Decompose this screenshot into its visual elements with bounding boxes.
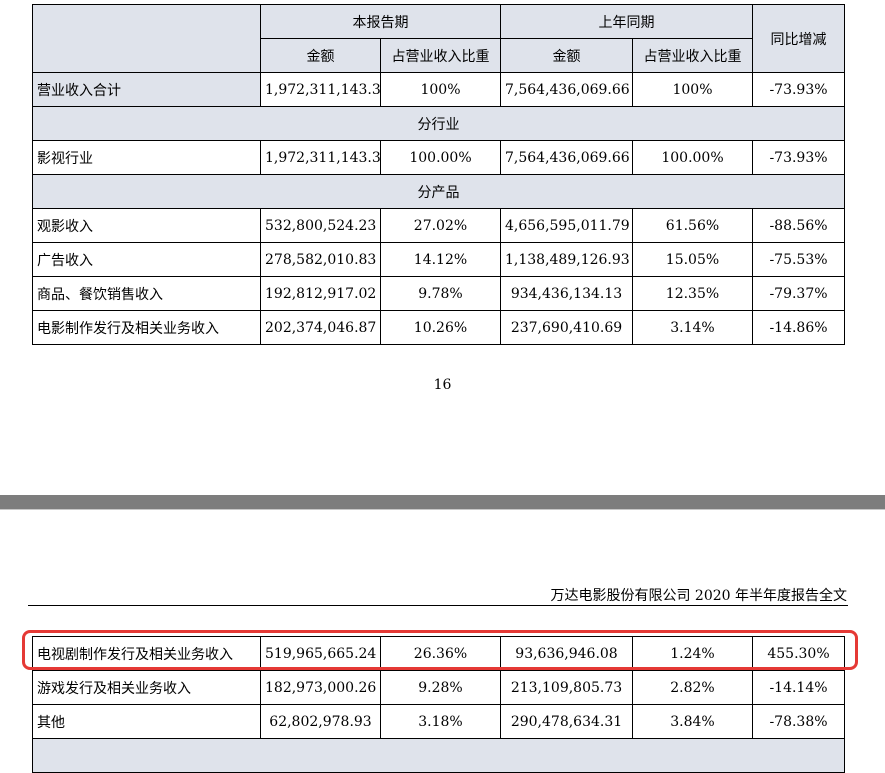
cell-yoy: -79.37% [752,276,845,311]
row-label: 广告收入 [32,242,261,277]
cell-ratio: 100.00% [632,140,753,175]
cell-yoy: -14.14% [752,670,845,705]
cell-amount: 192,812,917.02 [260,276,381,311]
cell-ratio: 61.56% [632,208,753,243]
cell-amount: 202,374,046.87 [260,310,381,345]
table-row: 营业收入合计 1,972,311,143.38 100% 7,564,436,0… [32,72,845,107]
table-next-row-partial [32,738,845,773]
page-header-title: 万达电影股份有限公司 2020 年半年度报告全文 [550,588,847,604]
cell-ratio: 3.84% [632,704,753,739]
cell-amount: 62,802,978.93 [260,704,381,739]
header-ratio: 占营业收入比重 [632,38,753,73]
cell-amount: 7,564,436,069.66 [500,72,633,107]
cell-amount: 237,690,410.69 [500,310,633,345]
cell-amount: 1,138,489,126.93 [500,242,633,277]
section-product: 分产品 [32,174,845,209]
table-row: 其他 62,802,978.93 3.18% 290,478,634.31 3.… [32,704,845,739]
cell-yoy: -73.93% [752,140,845,175]
header-yoy: 同比增减 [752,4,845,73]
cell-ratio: 2.82% [632,670,753,705]
cell-amount: 7,564,436,069.66 [500,140,633,175]
row-label: 其他 [32,704,261,739]
cell-amount: 93,636,946.08 [500,636,633,671]
cell-amount: 182,973,000.26 [260,670,381,705]
cell-amount: 278,582,010.83 [260,242,381,277]
page-number: 16 [433,377,452,393]
cell-amount: 532,800,524.23 [260,208,381,243]
row-label: 观影收入 [32,208,261,243]
cell-ratio: 9.78% [380,276,501,311]
revenue-table-top: 本报告期 上年同期 同比增减 金额 占营业收入比重 金额 占营业收入比重 营业收… [32,4,845,345]
page-header-rule [28,605,848,606]
cell-yoy: -88.56% [752,208,845,243]
section-industry: 分行业 [32,106,845,141]
cell-ratio: 9.28% [380,670,501,705]
cell-ratio: 15.05% [632,242,753,277]
cell-amount: 290,478,634.31 [500,704,633,739]
cell-amount: 1,972,311,143.38 [260,140,381,175]
cell-ratio: 10.26% [380,310,501,345]
header-current-period: 本报告期 [260,4,501,39]
row-label: 营业收入合计 [32,72,261,107]
cell-ratio: 3.14% [632,310,753,345]
cell-yoy: -73.93% [752,72,845,107]
row-label: 商品、餐饮销售收入 [32,276,261,311]
header-amount: 金额 [500,38,633,73]
row-label: 电影制作发行及相关业务收入 [32,310,261,345]
cell-amount: 519,965,665.24 [260,636,381,671]
table-row: 观影收入 532,800,524.23 27.02% 4,656,595,011… [32,208,845,243]
cell-amount: 1,972,311,143.38 [260,72,381,107]
header-ratio: 占营业收入比重 [380,38,501,73]
cell-ratio: 3.18% [380,704,501,739]
cell-ratio: 100% [380,72,501,107]
table-row: 电影制作发行及相关业务收入 202,374,046.87 10.26% 237,… [32,310,845,345]
cell-yoy: -75.53% [752,242,845,277]
highlight-annotation-box [22,630,858,670]
cell-ratio: 27.02% [380,208,501,243]
table-row: 广告收入 278,582,010.83 14.12% 1,138,489,126… [32,242,845,277]
cell-yoy: -78.38% [752,704,845,739]
cell-yoy: 455.30% [752,636,845,671]
header-blank [32,4,261,73]
cell-amount: 213,109,805.73 [500,670,633,705]
cell-ratio: 14.12% [380,242,501,277]
page-gap-edge [0,509,885,510]
table-row-highlighted: 电视剧制作发行及相关业务收入 519,965,665.24 26.36% 93,… [32,636,845,671]
header-amount: 金额 [260,38,381,73]
cell-ratio: 12.35% [632,276,753,311]
table-row: 游戏发行及相关业务收入 182,973,000.26 9.28% 213,109… [32,670,845,705]
table-row: 影视行业 1,972,311,143.38 100.00% 7,564,436,… [32,140,845,175]
table-row: 商品、餐饮销售收入 192,812,917.02 9.78% 934,436,1… [32,276,845,311]
header-prior-period: 上年同期 [500,4,753,39]
cell-yoy: -14.86% [752,310,845,345]
row-label: 影视行业 [32,140,261,175]
row-label: 电视剧制作发行及相关业务收入 [32,636,261,671]
cell-ratio: 100.00% [380,140,501,175]
cell-ratio: 100% [632,72,753,107]
cell-amount: 934,436,134.13 [500,276,633,311]
page-gap [0,495,885,509]
cell-amount: 4,656,595,011.79 [500,208,633,243]
row-label: 游戏发行及相关业务收入 [32,670,261,705]
